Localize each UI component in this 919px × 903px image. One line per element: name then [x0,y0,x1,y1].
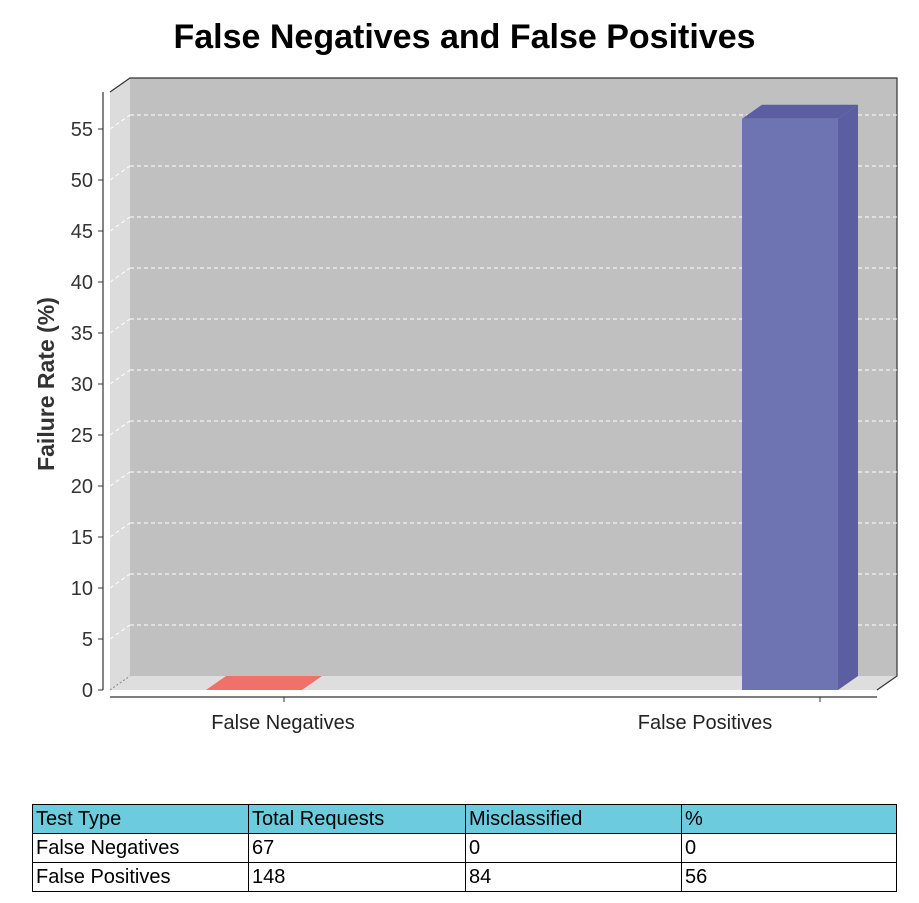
y-tick-label: 20 [71,476,93,498]
bar-top [206,676,322,690]
axes [98,92,877,702]
table-row: False Negatives 67 0 0 [32,833,897,863]
y-tick-label: 35 [71,323,93,345]
table-header-row: Test Type Total Requests Misclassified% [32,804,897,834]
y-tick-label: 30 [71,374,93,396]
gridline-zero [109,675,131,691]
table-cell: 0 [681,833,897,863]
y-axis-label: Failure Rate (%) [33,297,59,471]
left-wall [110,78,130,690]
table-cell: 84 [465,862,682,892]
y-tick-labels: 0 5 10 15 20 25 30 35 40 45 50 55 [71,119,93,702]
bars [206,104,858,691]
table-row: False Positives 148 84 56 [32,862,897,892]
bar [742,104,858,691]
chart-title: False Negatives and False Positives [173,18,756,56]
bar [206,676,322,690]
table-header-cell: % [681,804,897,834]
x-tick-label: False Positives [638,712,773,734]
table-cell: 56 [681,862,897,892]
table-body: False Negatives 67 0 0 False Positives 148 84 5… [32,833,897,892]
table-header-cell: Misclassified [465,804,682,834]
table-cell: 67 [248,833,466,863]
x-tick-labels: False Negatives False Positives [211,712,772,734]
table-header-cell: Test Type [32,804,249,834]
bar-side [838,104,858,691]
y-tick-label: 0 [82,680,93,702]
bar-top [742,104,858,119]
y-tick-label: 15 [71,527,93,549]
y-tick-label: 50 [71,170,93,192]
bar-front [742,118,838,691]
y-tick-label: 10 [71,578,93,600]
summary-table: Test Type Total Requests Misclassified% Fa… [32,804,897,892]
table-cell: 148 [248,862,466,892]
panel-outline [109,77,898,691]
x-tick-label: False Negatives [211,712,354,734]
y-tick-label: 40 [71,272,93,294]
table-header-cell: Total Requests [248,804,466,834]
y-tick-label: 25 [71,425,93,447]
y-tick-label: 5 [82,629,93,651]
y-tick-label: 45 [71,221,93,243]
table-cell: False Negatives [32,833,249,863]
table-cell: 0 [465,833,682,863]
table-cell: False Positives [32,862,249,892]
y-tick-label: 55 [71,119,93,141]
